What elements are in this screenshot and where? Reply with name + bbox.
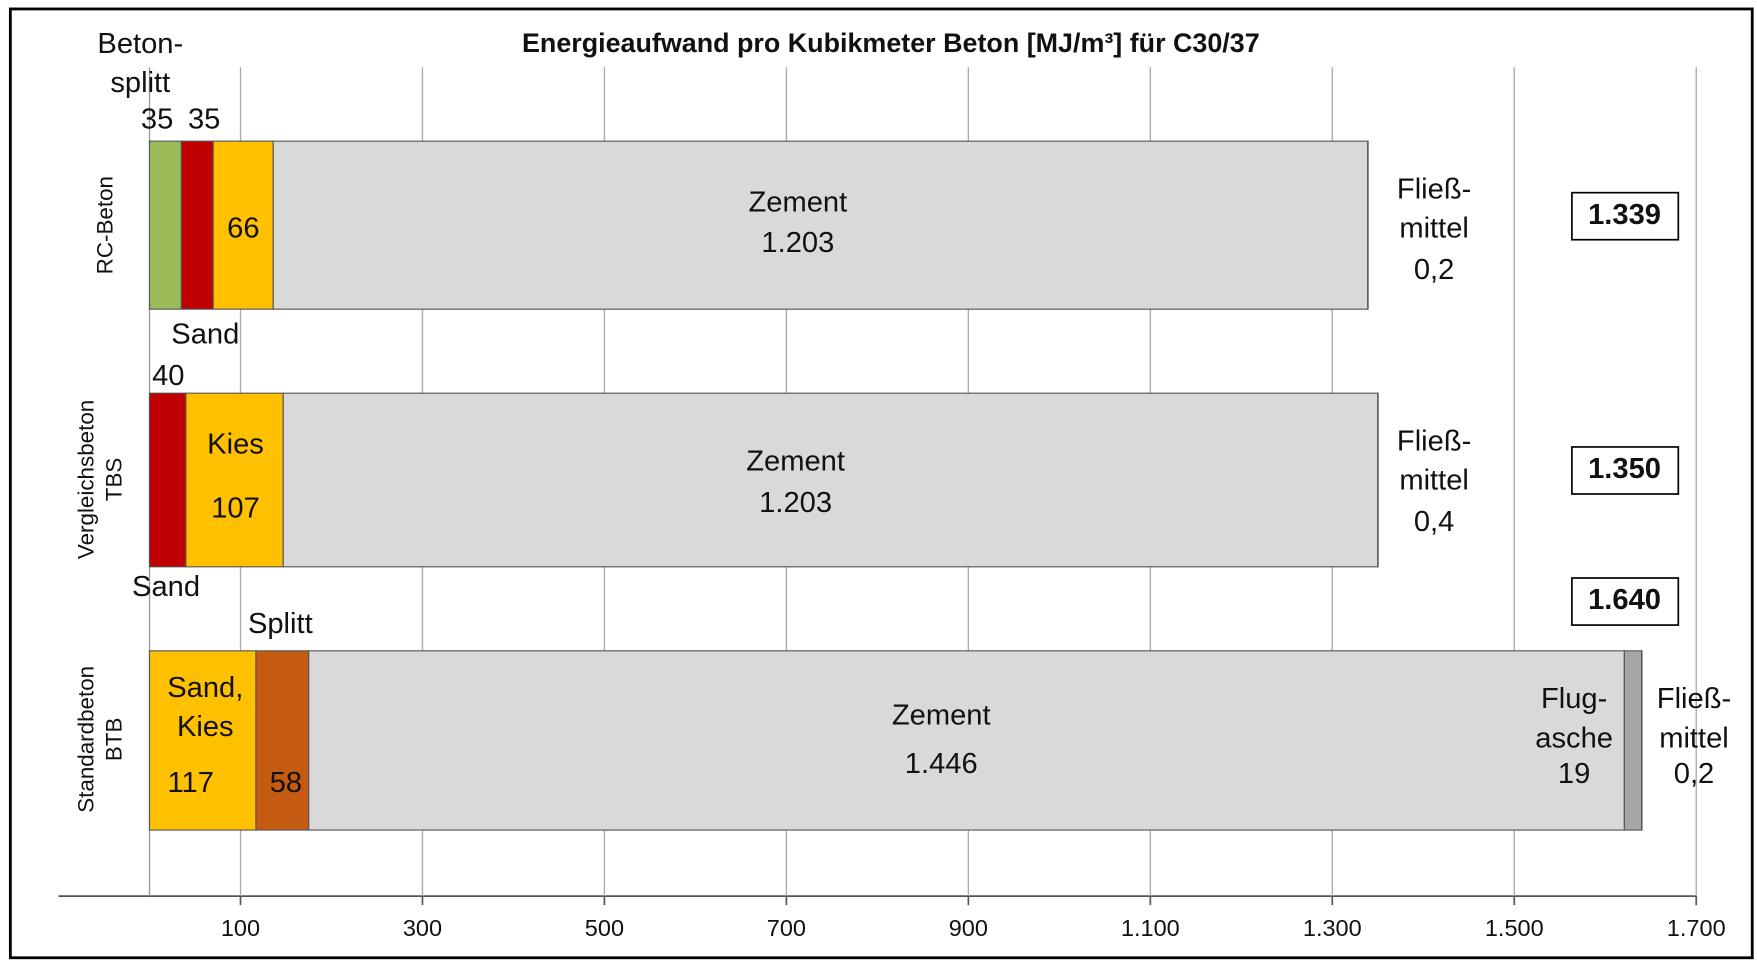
segment-name: Beton-splitt — [97, 27, 183, 98]
segment-name: Sand — [171, 319, 239, 351]
segment-value: 58 — [270, 767, 302, 799]
total-box — [1571, 446, 1680, 495]
x-tick-label: 300 — [403, 915, 442, 941]
category-label: Vergleichsbeton TBS — [74, 400, 127, 559]
segment-value: 107 — [211, 492, 260, 524]
bar-segment — [308, 650, 1625, 831]
total-label: 1.350 — [1588, 453, 1661, 485]
bar-segment — [272, 140, 1369, 310]
bar-segment — [1623, 650, 1643, 831]
segment-value: 35 — [188, 104, 220, 136]
x-tick-label: 1.300 — [1303, 915, 1362, 941]
x-tick-label: 1.700 — [1667, 915, 1726, 941]
segment-name: Kies — [207, 429, 264, 461]
segment-value: 19 — [1558, 758, 1590, 790]
segment-value: 1.203 — [759, 487, 832, 519]
segment-name: Fließ-mittel — [1397, 425, 1471, 496]
segment-value: 1.446 — [905, 748, 978, 780]
bar-segment — [282, 392, 1379, 568]
segment-name: Zement — [892, 700, 991, 732]
total-label: 1.640 — [1588, 584, 1661, 616]
segment-value: 0,2 — [1674, 758, 1714, 790]
bar-segment — [180, 140, 214, 310]
segment-name: Zement — [749, 187, 848, 219]
category-label: RC-Beton — [93, 176, 118, 274]
x-tick-label: 900 — [949, 915, 988, 941]
segment-value: 40 — [152, 360, 184, 392]
segment-value: 35 — [141, 104, 173, 136]
segment-value: 0,2 — [1414, 254, 1454, 286]
bar-segment — [185, 392, 284, 568]
segment-value: 1.203 — [761, 227, 834, 259]
total-label: 1.339 — [1588, 199, 1661, 231]
segment-name: Fließ-mittel — [1657, 683, 1731, 754]
x-tick-label: 1.100 — [1121, 915, 1180, 941]
chart-title: Energieaufwand pro Kubikmeter Beton [MJ/… — [522, 28, 1260, 58]
segment-name: Flug-asche — [1535, 683, 1613, 754]
bar-segment — [148, 650, 257, 831]
x-tick-label: 1.500 — [1485, 915, 1544, 941]
total-box — [1571, 191, 1680, 241]
bar-segment — [255, 650, 310, 831]
segment-name: Splitt — [248, 608, 313, 640]
x-tick-label: 700 — [767, 915, 806, 941]
category-label: Standardbeton BTB — [74, 666, 127, 813]
bar-segment — [148, 392, 187, 568]
segment-value: 0,4 — [1414, 506, 1454, 538]
x-tick-label: 500 — [585, 915, 624, 941]
segment-value: 66 — [227, 212, 259, 244]
total-box — [1571, 577, 1680, 626]
segment-name: Zement — [746, 445, 845, 477]
segment-name: Fließ-mittel — [1397, 173, 1471, 244]
bar-segment — [212, 140, 274, 310]
segment-name: Sand — [132, 571, 200, 603]
x-tick-label: 100 — [221, 915, 260, 941]
segment-value: 117 — [167, 767, 213, 799]
bar-segment — [148, 140, 182, 310]
segment-name: Sand, Kies — [167, 672, 243, 743]
